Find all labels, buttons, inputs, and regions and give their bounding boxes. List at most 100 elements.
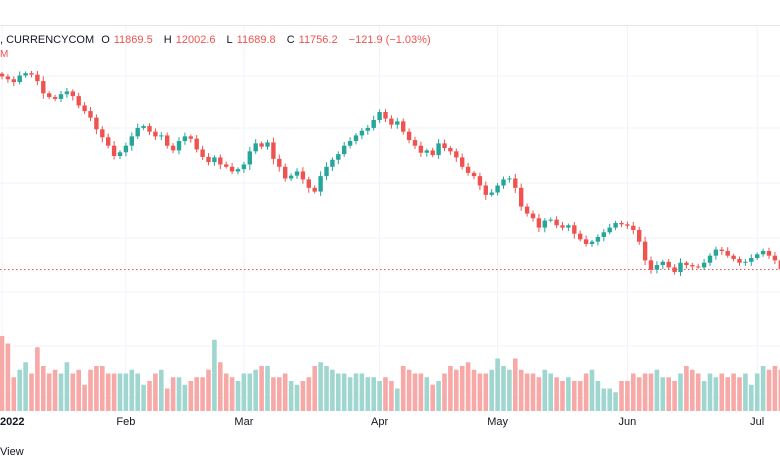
candle-body: [530, 213, 536, 219]
candle-body: [696, 266, 701, 268]
candle-body: [47, 93, 52, 98]
volume-bar: [518, 369, 524, 411]
volume-bar: [259, 366, 264, 411]
legend-low: 11689.8: [236, 34, 276, 46]
volume-bar: [766, 369, 772, 411]
candle-body: [88, 111, 93, 118]
volume-bar: [82, 384, 87, 411]
candle-body: [760, 251, 766, 255]
volume-bar: [147, 381, 152, 411]
legend-low-key: L: [226, 34, 233, 46]
volume-bar: [318, 362, 323, 411]
chart-frame[interactable]: [0, 25, 780, 439]
candle-body: [300, 171, 306, 180]
volume-bar: [690, 369, 695, 411]
volume-bar: [271, 377, 276, 411]
candle-body: [548, 219, 553, 221]
candle-body: [76, 96, 81, 106]
candle-body: [460, 157, 465, 167]
volume-bar: [170, 377, 176, 411]
candle-body: [318, 176, 323, 192]
candle-body: [477, 176, 483, 186]
volume-bar: [194, 377, 199, 411]
candle-body: [336, 154, 341, 160]
candle-body: [613, 222, 618, 228]
candle-body: [135, 127, 140, 137]
candle-body: [519, 187, 524, 207]
volume-bar: [11, 377, 17, 411]
candle-body: [123, 145, 129, 153]
volume-bar: [23, 362, 28, 411]
volume-bar: [701, 381, 707, 411]
x-tick-label: Apr: [371, 416, 389, 428]
volume-bar: [536, 377, 542, 411]
x-tick-label: 2022: [0, 416, 25, 428]
x-tick-label: Mar: [234, 416, 254, 428]
candle-body: [731, 255, 736, 259]
volume-bar: [548, 373, 553, 411]
candle-body: [64, 91, 70, 95]
candle-body: [159, 135, 164, 137]
candle-body: [737, 258, 742, 263]
candle-body: [247, 151, 252, 165]
volume-bar: [613, 392, 618, 411]
candle-body: [395, 121, 400, 125]
candle-body: [778, 260, 780, 270]
ohlc-legend: , CURRENCYCOM O 11869.5 H 12002.6 L 11689.8…: [0, 34, 435, 48]
candle-body: [660, 261, 665, 266]
volume-bar: [88, 369, 93, 411]
footer-view-label[interactable]: View: [0, 446, 24, 458]
volume-bar: [52, 369, 58, 411]
legend-close: 11756.2: [298, 34, 338, 46]
volume-bar: [141, 384, 146, 411]
candle-body: [58, 94, 64, 99]
volume-bar: [560, 381, 565, 411]
volume-bar: [46, 373, 52, 411]
candle-body: [672, 267, 677, 273]
volume-bar: [111, 373, 117, 411]
candlestick-chart[interactable]: [0, 26, 780, 439]
volume-bar: [601, 388, 607, 411]
volume-bar: [489, 369, 494, 411]
candle-body: [141, 126, 146, 128]
volume-bar: [530, 373, 536, 411]
volume-bar: [524, 373, 530, 411]
candle-body: [224, 164, 229, 167]
legend-sub-label: M: [0, 49, 9, 60]
candle-body: [524, 206, 530, 214]
candle-body: [52, 97, 58, 99]
candle-body: [241, 164, 247, 170]
volume-bar: [200, 377, 205, 411]
candle-body: [188, 136, 193, 139]
candle-body: [176, 141, 182, 151]
candle-body: [701, 262, 707, 268]
volume-bar: [424, 377, 430, 411]
legend-change: −121.9 (−1.03%): [348, 34, 431, 46]
volume-bar: [619, 381, 624, 411]
volume-bar: [412, 373, 418, 411]
candle-body: [448, 148, 453, 152]
candle-body: [749, 258, 754, 262]
legend-open: 11869.5: [113, 34, 153, 46]
candle-body: [743, 261, 748, 263]
volume-bar: [642, 373, 648, 411]
volume-bar: [454, 369, 459, 411]
volume-bar: [282, 373, 288, 411]
candle-body: [554, 219, 559, 226]
candle-body: [11, 79, 16, 83]
candle-body: [153, 131, 158, 137]
candle-body: [578, 233, 583, 240]
candle-body: [330, 159, 335, 167]
candle-body: [642, 241, 648, 261]
volume-bar: [501, 366, 506, 411]
candle-body: [566, 225, 571, 228]
candle-body: [365, 127, 370, 131]
candle-body: [265, 142, 270, 147]
candle-body: [5, 76, 11, 80]
volume-bar: [306, 377, 312, 411]
volume-bar: [625, 381, 630, 411]
candle-body: [536, 218, 542, 228]
volume-bar: [395, 388, 400, 411]
candle-body: [713, 249, 719, 256]
candle-body: [235, 169, 241, 172]
